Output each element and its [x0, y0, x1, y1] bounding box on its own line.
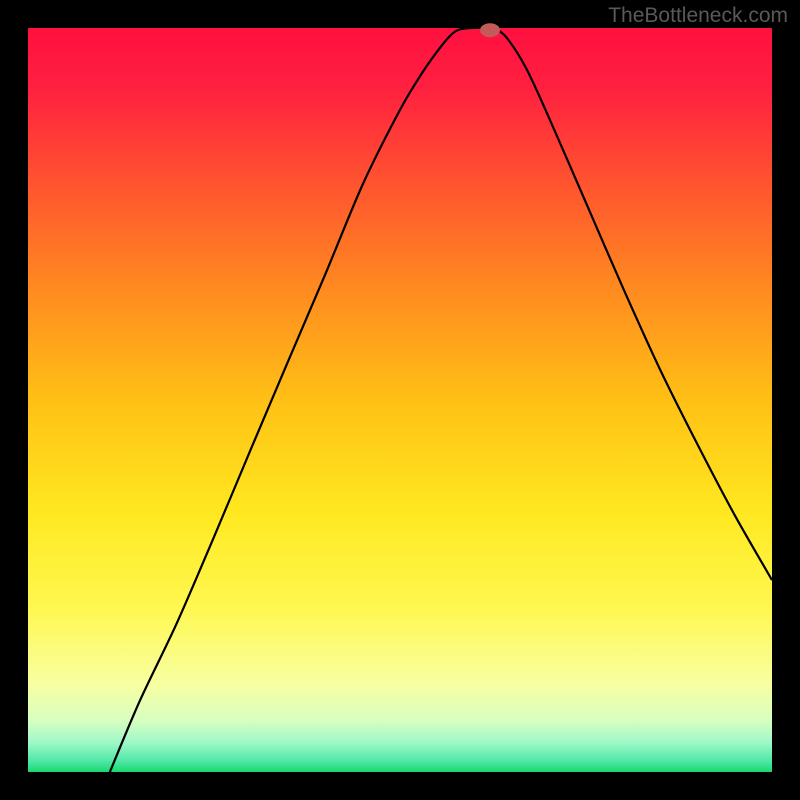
watermark-text: TheBottleneck.com: [608, 4, 788, 28]
optimal-point-marker: [480, 23, 500, 37]
bottleneck-chart: TheBottleneck.com: [0, 0, 800, 800]
plot-background: [28, 28, 772, 772]
chart-svg: [0, 0, 800, 800]
